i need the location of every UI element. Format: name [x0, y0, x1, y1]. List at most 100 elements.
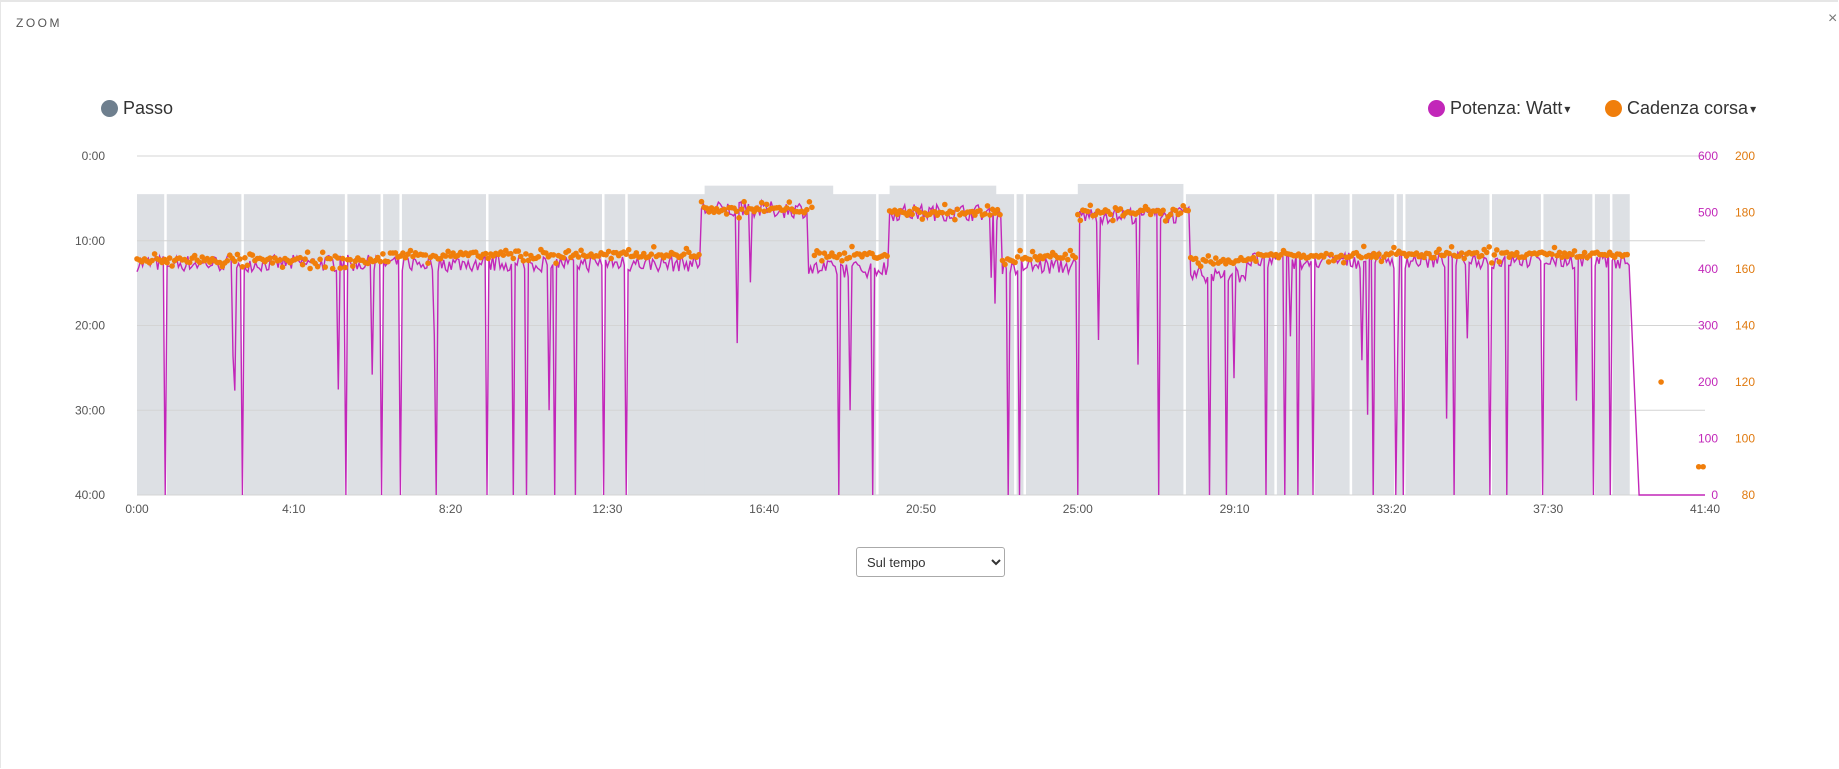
pace-gap: [625, 166, 628, 495]
cadence-point: [525, 257, 532, 264]
chevron-down-icon[interactable]: ▾: [1564, 101, 1571, 116]
close-icon[interactable]: ×: [1828, 10, 1838, 27]
legend-power[interactable]: Potenza: Watt ▾: [1428, 98, 1570, 119]
cadence-point: [1489, 260, 1495, 266]
cadence-point: [1494, 247, 1500, 253]
cadence-point: [1478, 252, 1485, 259]
cadence-point: [1067, 247, 1074, 254]
legend-passo-label[interactable]: Passo: [123, 98, 174, 118]
cadence-point: [1361, 243, 1367, 250]
cadence-point: [1458, 250, 1465, 256]
cadence-point: [1047, 254, 1053, 260]
cadence-point: [706, 209, 712, 215]
x-tick-label: 4:10: [282, 502, 306, 516]
cadence-point: [523, 251, 529, 257]
cadence-point: [1065, 256, 1071, 263]
cadence-tick-label: 160: [1735, 262, 1755, 276]
cadence-point: [339, 255, 346, 262]
cadence-point: [849, 243, 855, 250]
power-tick-label: 500: [1698, 206, 1718, 220]
cadence-point: [244, 262, 251, 269]
cadence-point: [1162, 218, 1169, 224]
cadence-point: [510, 255, 517, 262]
power-tick-label: 400: [1698, 262, 1718, 276]
legend-cadence[interactable]: Cadenza corsa ▾: [1605, 98, 1756, 119]
cadence-point: [641, 250, 647, 257]
cadence-point: [1328, 251, 1334, 258]
cadence-point: [1253, 258, 1259, 264]
cadence-point: [553, 260, 559, 266]
cadence-point: [550, 252, 557, 258]
cadence-point: [756, 206, 762, 213]
cadence-point: [575, 254, 582, 260]
cadence-point: [1658, 379, 1664, 385]
x-tick-label: 25:00: [1063, 502, 1093, 516]
pace-gap: [1394, 166, 1397, 495]
chevron-down-icon[interactable]: ▾: [1750, 101, 1757, 116]
cadence-point: [836, 251, 843, 258]
cadence-point: [1579, 253, 1585, 260]
cadence-point: [500, 252, 507, 258]
cadence-point: [1559, 254, 1565, 260]
cadence-point: [916, 209, 923, 216]
cadence-point: [605, 248, 612, 255]
cadence-point: [1496, 259, 1503, 265]
cadence-point: [1062, 251, 1069, 258]
cadence-point: [149, 257, 155, 264]
pace-gap: [1592, 166, 1595, 495]
cadence-point: [1278, 251, 1284, 258]
cadence-point: [392, 250, 399, 256]
cadence-point: [608, 255, 614, 262]
cadence-point: [839, 258, 845, 264]
cadence-point: [520, 258, 527, 264]
cadence-point: [1085, 208, 1091, 215]
cadence-point: [1624, 251, 1630, 258]
cadence-point: [1180, 203, 1186, 209]
pace-gap: [1312, 166, 1315, 495]
cadence-point: [977, 207, 983, 214]
cadence-point: [997, 211, 1003, 218]
cadence-point: [380, 251, 386, 257]
cadence-point: [1695, 463, 1702, 470]
cadence-point: [269, 260, 276, 266]
cadence-point: [761, 208, 767, 215]
cadence-point: [385, 258, 391, 265]
cadence-point: [804, 206, 810, 213]
cadence-point: [422, 252, 429, 258]
cadence-point: [232, 258, 238, 265]
cadence-point: [1571, 248, 1578, 254]
cadence-point: [1160, 207, 1166, 214]
legend-cadence-marker: [1605, 100, 1622, 117]
x-axis-mode-select[interactable]: Sul tempo: [856, 547, 1005, 577]
cadence-point: [400, 250, 406, 256]
cadence-point: [1491, 252, 1498, 258]
cadence-point: [224, 258, 231, 264]
cadence-point: [1391, 244, 1397, 251]
legend-passo-marker: [101, 100, 118, 117]
x-tick-label: 37:30: [1533, 502, 1563, 516]
cadence-point: [1107, 211, 1114, 218]
cadence-point: [191, 252, 198, 259]
power-tick-label: 600: [1698, 149, 1718, 163]
cadence-point: [166, 255, 173, 261]
cadence-point: [347, 256, 354, 263]
cadence-point: [806, 199, 813, 205]
cadence-point: [1549, 251, 1555, 258]
cadence-point: [319, 249, 326, 256]
cadence-point: [1426, 251, 1432, 257]
cadence-point: [242, 255, 248, 261]
cadence-point: [1514, 249, 1520, 256]
cadence-point: [984, 203, 991, 209]
cadence-point: [1551, 244, 1558, 251]
cadence-point: [1700, 463, 1706, 470]
cadence-point: [994, 206, 1001, 213]
cadence-point: [696, 251, 702, 258]
cadence-point: [708, 205, 715, 211]
cadence-point: [407, 247, 414, 254]
pace-gap: [1023, 166, 1026, 495]
cadence-point: [987, 212, 993, 218]
dialog-title: ZOOM: [16, 16, 62, 30]
pace-gap: [164, 166, 167, 495]
pace-gap: [241, 166, 244, 495]
cadence-point: [1029, 248, 1036, 255]
